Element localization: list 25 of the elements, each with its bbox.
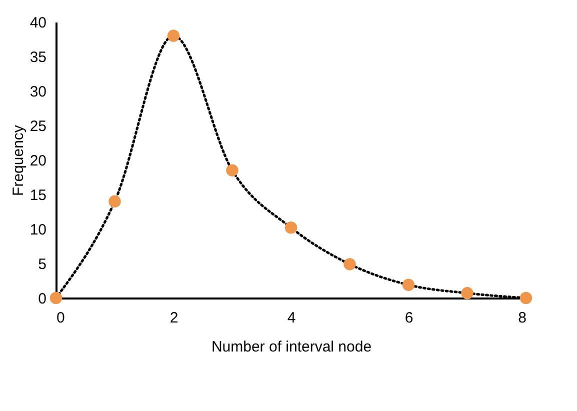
x-tick-label: 2: [170, 310, 178, 326]
point: [344, 258, 356, 270]
point: [167, 30, 180, 42]
y-tick-label: 35: [30, 49, 46, 66]
point: [50, 292, 62, 304]
point: [520, 292, 532, 304]
y-tick-label: 5: [38, 256, 46, 273]
x-tick-label: 4: [287, 310, 296, 326]
y-tick-label: 30: [30, 84, 46, 100]
point: [284, 222, 298, 234]
x-tick-label: 0: [56, 310, 65, 326]
y-tick-label: 10: [30, 222, 46, 238]
y-tick-label: 20: [30, 152, 46, 170]
point: [402, 278, 415, 291]
point: [108, 195, 121, 208]
y-tick-label: 15: [30, 187, 46, 204]
x-tick-label: 6: [404, 310, 414, 326]
point: [226, 164, 238, 176]
y-tick-label: 0: [38, 290, 46, 308]
y-tick-label: 25: [30, 118, 46, 135]
x-tick-label: 8: [518, 310, 526, 326]
y-tick-label: 40: [30, 14, 46, 32]
point: [461, 287, 474, 300]
y-axis-title: Frequency: [10, 124, 27, 196]
x-axis-title: Number of interval node: [211, 338, 372, 356]
